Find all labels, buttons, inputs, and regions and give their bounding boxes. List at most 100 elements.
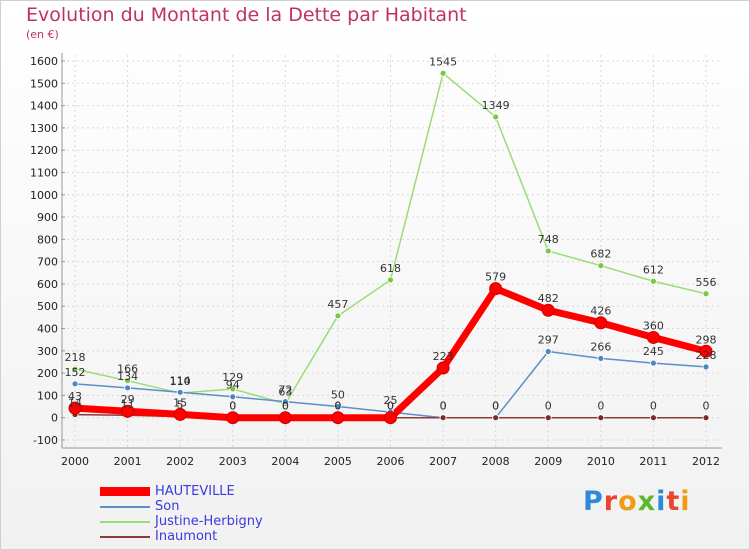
y-tick-label: -100 bbox=[33, 434, 58, 447]
y-tick-label: 300 bbox=[37, 345, 58, 358]
legend-swatch-hauteville bbox=[100, 487, 150, 496]
data-label-justine-herbigny: 166 bbox=[117, 363, 138, 376]
data-point-son bbox=[544, 348, 552, 355]
x-tick-label: 2002 bbox=[166, 455, 194, 468]
data-label-justine-herbigny: 63 bbox=[278, 386, 292, 399]
data-point-justine-herbigny bbox=[387, 276, 394, 284]
logo-letter: x bbox=[637, 486, 657, 517]
data-point-hauteville bbox=[489, 282, 503, 296]
data-point-son bbox=[71, 380, 79, 388]
data-label-son: 152 bbox=[65, 366, 86, 379]
data-point-justine-herbigny bbox=[492, 113, 500, 121]
x-tick-label: 2009 bbox=[534, 455, 562, 468]
data-label-inaumont: 0 bbox=[387, 400, 394, 413]
data-point-justine-herbigny bbox=[439, 69, 447, 77]
data-label-inaumont: 5 bbox=[177, 399, 184, 412]
logo-letter: t bbox=[666, 486, 681, 517]
data-label-son: 114 bbox=[170, 374, 191, 387]
data-point-justine-herbigny bbox=[334, 312, 342, 320]
data-label-justine-herbigny: 748 bbox=[538, 233, 559, 246]
data-label-son: 228 bbox=[696, 349, 717, 362]
data-label-hauteville: 0 bbox=[387, 400, 394, 413]
data-point-inaumont bbox=[702, 414, 710, 422]
data-point-justine-herbigny bbox=[650, 277, 657, 285]
data-label-hauteville: 43 bbox=[68, 390, 82, 403]
x-tick-label: 2001 bbox=[114, 455, 142, 468]
data-point-son bbox=[650, 359, 657, 367]
data-label-son: 25 bbox=[384, 394, 398, 407]
data-point-hauteville bbox=[541, 303, 555, 317]
data-label-hauteville: 482 bbox=[538, 292, 559, 305]
data-point-justine-herbigny bbox=[124, 377, 131, 385]
data-label-son: 245 bbox=[643, 345, 664, 358]
data-label-justine-herbigny: 682 bbox=[590, 248, 611, 261]
x-tick-label: 2003 bbox=[219, 455, 247, 468]
y-tick-label: 900 bbox=[37, 211, 58, 224]
y-tick-label: 1400 bbox=[30, 100, 58, 113]
data-label-hauteville: 360 bbox=[643, 319, 664, 332]
y-tick-label: 1500 bbox=[30, 77, 58, 90]
data-label-inaumont: 0 bbox=[545, 400, 552, 413]
legend-label-inaumont: Inaumont bbox=[155, 529, 218, 544]
x-tick-label: 2010 bbox=[587, 455, 615, 468]
legend-swatch-inaumont bbox=[100, 536, 150, 538]
data-point-inaumont bbox=[544, 414, 552, 422]
data-label-son: 94 bbox=[226, 379, 240, 392]
data-point-hauteville bbox=[699, 344, 713, 358]
data-point-hauteville bbox=[594, 316, 608, 330]
data-point-hauteville bbox=[226, 411, 240, 425]
logo-letter: r bbox=[603, 486, 619, 517]
y-tick-label: 700 bbox=[37, 256, 58, 269]
y-tick-label: 800 bbox=[37, 233, 58, 246]
data-label-inaumont: 0 bbox=[492, 400, 499, 413]
proxiti-logo: Proxiti bbox=[583, 486, 691, 517]
data-label-son: 0 bbox=[440, 400, 447, 413]
logo-letter: P bbox=[583, 486, 604, 517]
logo-letter: o bbox=[618, 486, 638, 517]
data-point-hauteville bbox=[173, 407, 187, 421]
data-label-justine-herbigny: 129 bbox=[222, 371, 243, 384]
data-label-hauteville: 579 bbox=[485, 271, 506, 284]
data-point-justine-herbigny bbox=[597, 262, 605, 270]
series-line-justine-herbigny bbox=[74, 72, 707, 405]
chart-title: Evolution du Montant de la Dette par Hab… bbox=[26, 4, 467, 26]
data-label-son: 50 bbox=[331, 389, 345, 402]
data-point-inaumont bbox=[650, 414, 657, 422]
chart-unit-label: (en €) bbox=[26, 28, 59, 41]
data-label-justine-herbigny: 1545 bbox=[429, 55, 457, 68]
x-tick-label: 2012 bbox=[692, 455, 720, 468]
data-label-son: 134 bbox=[117, 370, 138, 383]
data-label-inaumont: 11 bbox=[121, 397, 135, 410]
data-label-inaumont: 0 bbox=[597, 400, 604, 413]
data-point-inaumont bbox=[597, 414, 605, 422]
data-point-hauteville bbox=[384, 411, 397, 425]
data-point-son bbox=[281, 398, 289, 406]
data-label-son: 0 bbox=[492, 400, 499, 413]
y-tick-label: 1100 bbox=[30, 166, 58, 179]
data-label-hauteville: 0 bbox=[282, 400, 289, 413]
y-tick-label: 200 bbox=[37, 367, 58, 380]
x-tick-label: 2008 bbox=[482, 455, 510, 468]
data-point-hauteville bbox=[278, 411, 292, 425]
data-label-inaumont: 0 bbox=[229, 400, 236, 413]
y-tick-label: 600 bbox=[37, 278, 58, 291]
y-tick-label: 1000 bbox=[30, 189, 58, 202]
y-tick-label: 1200 bbox=[30, 144, 58, 157]
data-label-justine-herbigny: 618 bbox=[380, 262, 401, 275]
data-label-inaumont: 14 bbox=[68, 397, 82, 410]
data-label-hauteville: 0 bbox=[334, 400, 341, 413]
data-label-justine-herbigny: 110 bbox=[170, 375, 191, 388]
data-point-hauteville bbox=[646, 330, 660, 344]
data-label-son: 297 bbox=[538, 333, 559, 346]
legend-swatch-son bbox=[100, 506, 150, 508]
data-point-son bbox=[124, 384, 131, 392]
data-label-inaumont: 0 bbox=[440, 400, 447, 413]
data-label-justine-herbigny: 218 bbox=[65, 351, 86, 364]
data-point-son bbox=[334, 403, 342, 410]
data-point-son bbox=[229, 393, 237, 401]
data-point-hauteville bbox=[68, 401, 82, 415]
y-tick-label: 100 bbox=[37, 389, 58, 402]
x-tick-label: 2007 bbox=[429, 455, 457, 468]
